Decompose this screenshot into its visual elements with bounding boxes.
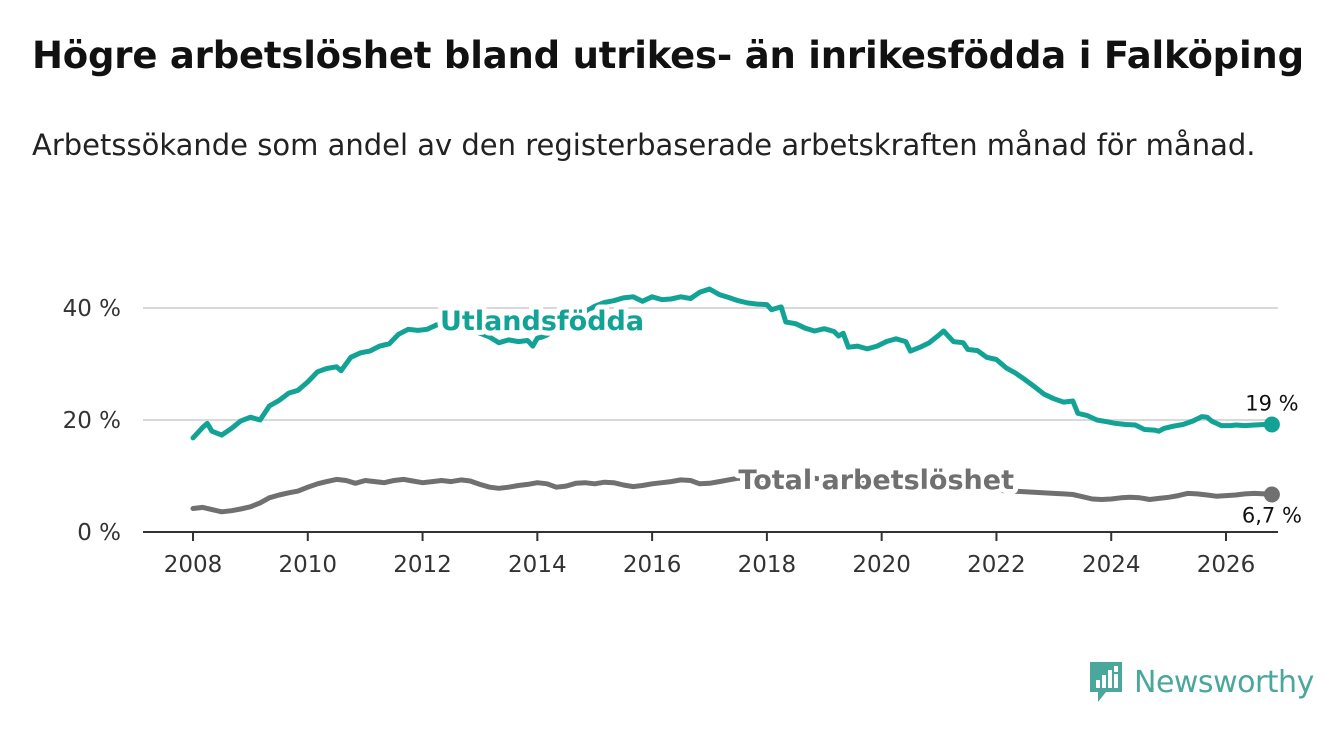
tick-layer: 0 % 20 % 40 % 2008 2010 2012 2014 2016 2018 2020 2… [63,296,1278,578]
y-tick-label: 40 % [63,296,121,322]
x-tick-label: 2008 [164,552,223,578]
chart-title: Högre arbetslöshet bland utrikes- än inr… [32,34,1304,77]
line-chart: 0 % 20 % 40 % 2008 2010 2012 2014 2016 2018 2020 2… [63,286,1302,578]
series-label-utlandsfodda: Utlandsfödda [440,306,644,337]
bar-chart-logo-icon [1090,662,1122,702]
y-tick-label: 20 % [63,408,121,434]
series-label-total: Total arbetslöshet [738,465,1014,496]
series-layer [190,286,1275,515]
brand-name: Newsworthy [1134,664,1314,700]
series-line-total [190,474,1275,515]
grid-layer [143,307,1278,421]
x-tick-label: 2010 [279,552,338,578]
end-point-marker [1263,486,1280,503]
chart-subtitle: Arbetssökande som andel av den registerb… [32,128,1256,162]
brand-logo: Newsworthy [1088,660,1314,704]
x-tick-label: 2018 [738,552,797,578]
end-point-marker [1263,416,1280,433]
x-tick-label: 2020 [852,552,911,578]
x-tick-label: 2026 [1197,552,1256,578]
series-line-utlandsfodda [190,286,1275,441]
x-tick-label: 2012 [393,552,452,578]
series-label-total-halo: Total arbetslöshet [738,465,1014,496]
x-tick-label: 2022 [967,552,1026,578]
series-label-utlandsfodda-halo: Utlandsfödda [440,306,644,337]
end-value-label: 6,7 % [1242,503,1302,527]
end-value-label: 19 % [1245,391,1298,415]
x-tick-label: 2016 [623,552,682,578]
y-tick-label: 0 % [77,520,121,546]
x-tick-label: 2024 [1082,552,1141,578]
x-tick-label: 2014 [508,552,567,578]
